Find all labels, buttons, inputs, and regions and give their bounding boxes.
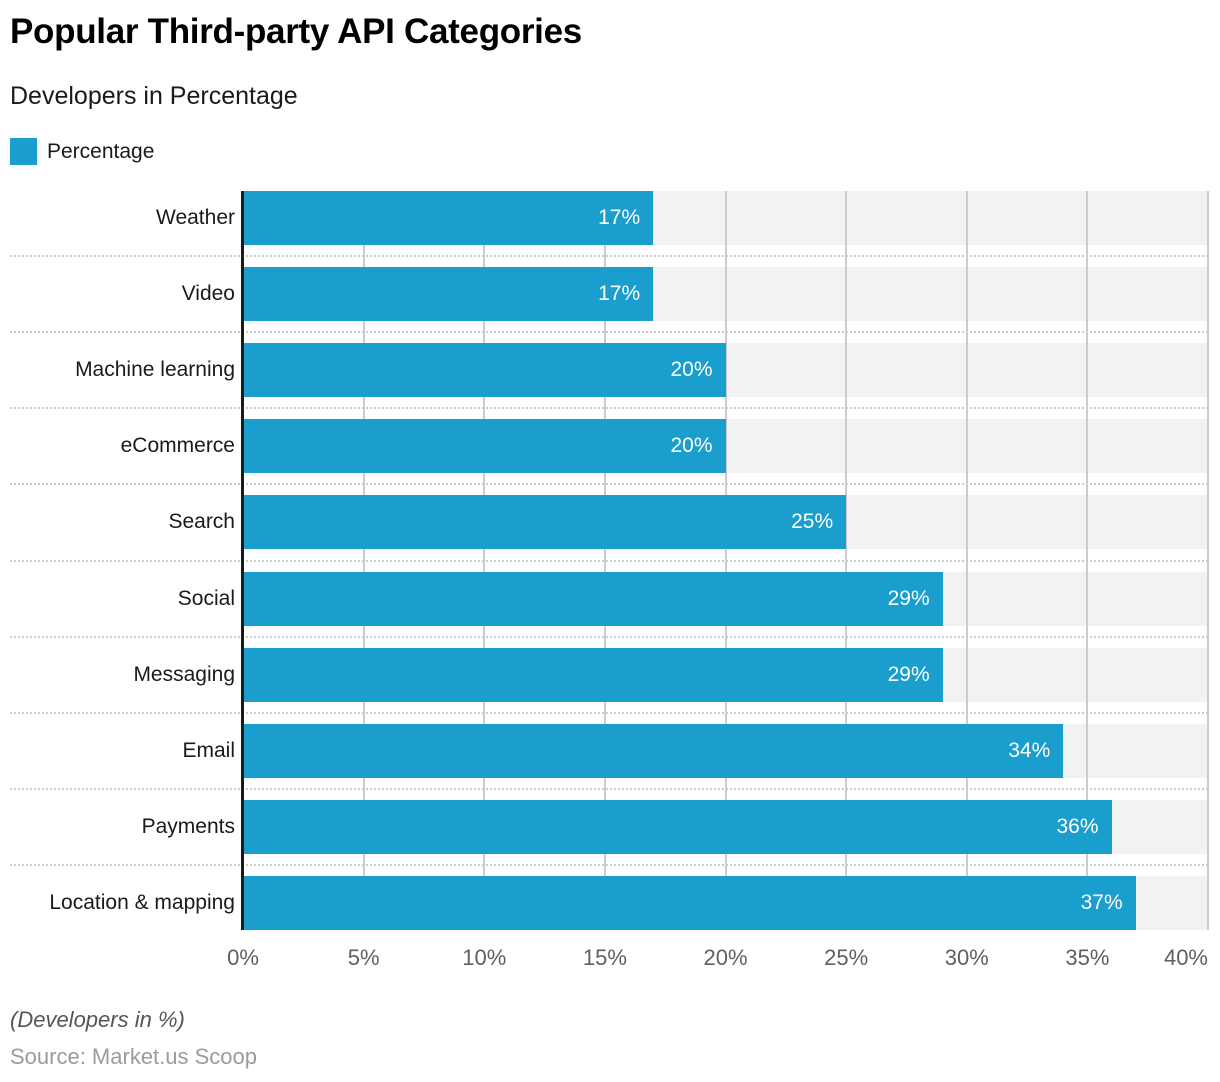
bar-value-label: 20% xyxy=(670,434,713,458)
bar: 37% xyxy=(243,875,1136,930)
category-label: Location & mapping xyxy=(49,890,235,914)
row-separator xyxy=(10,863,1208,866)
gridline xyxy=(603,191,606,930)
plot-strip: 34% xyxy=(243,723,1208,778)
category-label: Machine learning xyxy=(75,358,235,382)
bar: 17% xyxy=(243,267,654,322)
plot-strip: 29% xyxy=(243,571,1208,626)
bar: 29% xyxy=(243,571,943,626)
x-tick-label: 0% xyxy=(227,945,259,970)
category-label: Video xyxy=(181,282,235,306)
bar-value-label: 37% xyxy=(1080,890,1123,914)
row-separator xyxy=(10,635,1208,638)
gridline xyxy=(1207,191,1209,930)
x-tick-label: 25% xyxy=(824,945,869,970)
legend-swatch-icon xyxy=(10,138,37,165)
x-tick-label: 5% xyxy=(347,945,380,970)
row-separator xyxy=(10,407,1208,410)
chart-row: Messaging 29% xyxy=(10,637,1208,713)
row-separator xyxy=(10,711,1208,714)
chart-row: Social 29% xyxy=(10,561,1208,637)
bar: 29% xyxy=(243,647,943,702)
bar: 20% xyxy=(243,419,726,474)
bar-value-label: 25% xyxy=(791,510,834,534)
x-tick-label: 20% xyxy=(703,945,748,970)
x-tick-label: 35% xyxy=(1065,945,1110,970)
bar-value-label: 20% xyxy=(670,358,713,382)
chart-row: Weather 17% xyxy=(10,180,1208,256)
gridline xyxy=(965,191,968,930)
gridline xyxy=(362,191,365,930)
bar-value-label: 29% xyxy=(887,662,930,686)
legend-label: Percentage xyxy=(47,139,155,163)
category-label: eCommerce xyxy=(120,434,235,458)
legend: Percentage xyxy=(10,138,154,165)
plot-strip: 37% xyxy=(243,875,1208,930)
row-separator xyxy=(10,559,1208,562)
category-label: Email xyxy=(182,738,235,762)
x-tick-label: 40% xyxy=(1163,945,1208,970)
category-label: Search xyxy=(168,510,235,534)
row-separator xyxy=(10,331,1208,334)
x-tick-label: 10% xyxy=(462,945,507,970)
chart-row: eCommerce 20% xyxy=(10,408,1208,484)
bar-value-label: 29% xyxy=(887,586,930,610)
footer-note: (Developers in %) xyxy=(10,1007,185,1032)
bar: 36% xyxy=(243,799,1112,854)
chart-row: Payments 36% xyxy=(10,789,1208,865)
category-label: Weather xyxy=(156,206,235,230)
gridline xyxy=(1086,191,1089,930)
row-separator xyxy=(10,787,1208,790)
bar-value-label: 17% xyxy=(598,206,641,229)
chart-row: Email 34% xyxy=(10,713,1208,789)
bar: 17% xyxy=(243,191,654,245)
plot-strip: 36% xyxy=(243,799,1208,854)
gridline xyxy=(724,191,727,930)
gridline xyxy=(483,191,486,930)
row-separator xyxy=(10,483,1208,486)
x-tick-label: 30% xyxy=(944,945,989,970)
bar: 20% xyxy=(243,343,726,398)
chart-row: Video 17% xyxy=(10,256,1208,332)
category-label: Social xyxy=(177,586,235,610)
chart-row: Location & mapping 37% xyxy=(10,865,1208,941)
row-separator xyxy=(10,255,1208,258)
chart-subtitle: Developers in Percentage xyxy=(10,82,298,110)
x-tick-label: 15% xyxy=(582,945,627,970)
bar-value-label: 36% xyxy=(1056,814,1099,838)
plot-strip: 25% xyxy=(243,495,1208,550)
gridline xyxy=(845,191,848,930)
bar-value-label: 34% xyxy=(1008,738,1051,762)
chart-row: Machine learning 20% xyxy=(10,332,1208,408)
bar-chart: Weather 17% Video 17% Machine learning 2… xyxy=(10,180,1209,970)
y-axis-line xyxy=(241,191,244,930)
bar: 25% xyxy=(243,495,847,550)
chart-row: Search 25% xyxy=(10,484,1208,560)
category-label: Messaging xyxy=(133,662,235,686)
footer-source: Source: Market.us Scoop xyxy=(10,1044,258,1069)
chart-title: Popular Third-party API Categories xyxy=(10,12,582,51)
bar: 34% xyxy=(243,723,1064,778)
x-axis: 0% 5% 10% 15% 20% 25% 30% 35% 40% xyxy=(227,944,1208,972)
plot-strip: 29% xyxy=(243,647,1208,702)
category-label: Payments xyxy=(141,814,235,838)
bar-value-label: 17% xyxy=(598,282,641,306)
